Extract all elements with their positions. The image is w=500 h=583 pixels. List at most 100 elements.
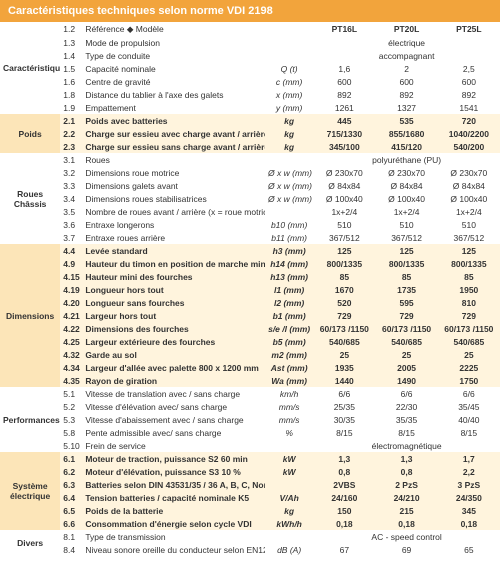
col-header: PT16L bbox=[313, 22, 375, 36]
section-label: Caractéristiques bbox=[0, 22, 60, 114]
row-value: Ø 100x40 bbox=[313, 192, 375, 205]
table-row: RouesChâssis3.1Rouespolyuréthane (PU) bbox=[0, 153, 500, 166]
row-number: 5.10 bbox=[60, 439, 82, 452]
row-symbol: Q (t) bbox=[265, 62, 313, 75]
row-symbol bbox=[265, 22, 313, 36]
row-label: Dimensions roue motrice bbox=[82, 166, 265, 179]
row-value: 65 bbox=[438, 543, 500, 556]
row-value: 1,3 bbox=[313, 452, 375, 465]
row-value: 367/512 bbox=[438, 231, 500, 244]
row-symbol: b11 (mm) bbox=[265, 231, 313, 244]
row-number: 6.2 bbox=[60, 465, 82, 478]
row-symbol: kg bbox=[265, 504, 313, 517]
row-value: 729 bbox=[375, 309, 437, 322]
row-value: Ø 230x70 bbox=[438, 166, 500, 179]
table-row: 1.8Distance du tablier à l'axe des galet… bbox=[0, 88, 500, 101]
row-label: Rayon de giration bbox=[82, 374, 265, 387]
row-value: 6/6 bbox=[438, 387, 500, 400]
row-label: Longueur sans fourches bbox=[82, 296, 265, 309]
row-value: 125 bbox=[438, 244, 500, 257]
row-value: 40/40 bbox=[438, 413, 500, 426]
table-row: 1.5Capacité nominaleQ (t)1,622,5 bbox=[0, 62, 500, 75]
row-number: 4.9 bbox=[60, 257, 82, 270]
table-row: 1.3Mode de propulsionélectrique bbox=[0, 36, 500, 49]
row-value: 600 bbox=[375, 75, 437, 88]
row-symbol: h3 (mm) bbox=[265, 244, 313, 257]
row-number: 3.4 bbox=[60, 192, 82, 205]
row-label: Entraxe longerons bbox=[82, 218, 265, 231]
row-value: 1,6 bbox=[313, 62, 375, 75]
table-row: 4.15Hauteur mini des fourchesh13 (mm)858… bbox=[0, 270, 500, 283]
row-value: 540/685 bbox=[375, 335, 437, 348]
row-value: 1541 bbox=[438, 101, 500, 114]
row-value: 2,2 bbox=[438, 465, 500, 478]
row-number: 1.3 bbox=[60, 36, 82, 49]
row-symbol: kWh/h bbox=[265, 517, 313, 530]
row-value: 2 bbox=[375, 62, 437, 75]
table-row: 6.5Poids de la batteriekg150215345 bbox=[0, 504, 500, 517]
row-number: 5.8 bbox=[60, 426, 82, 439]
row-value: 1040/2200 bbox=[438, 127, 500, 140]
row-label: Garde au sol bbox=[82, 348, 265, 361]
row-value: 1750 bbox=[438, 374, 500, 387]
table-row: 4.32Garde au solm2 (mm)252525 bbox=[0, 348, 500, 361]
row-symbol: kg bbox=[265, 127, 313, 140]
table-row: 4.9Hauteur du timon en position de march… bbox=[0, 257, 500, 270]
row-number: 1.9 bbox=[60, 101, 82, 114]
row-label: Tension batteries / capacité nominale K5 bbox=[82, 491, 265, 504]
row-symbol: h13 (mm) bbox=[265, 270, 313, 283]
row-value: 25 bbox=[438, 348, 500, 361]
row-label: Largeur extérieure des fourches bbox=[82, 335, 265, 348]
row-label: Dimensions des fourches bbox=[82, 322, 265, 335]
row-symbol: m2 (mm) bbox=[265, 348, 313, 361]
row-value: 0,18 bbox=[438, 517, 500, 530]
row-value: 510 bbox=[313, 218, 375, 231]
row-value: 1x+2/4 bbox=[438, 205, 500, 218]
row-label: Dimensions galets avant bbox=[82, 179, 265, 192]
row-value: 6/6 bbox=[313, 387, 375, 400]
row-value: 892 bbox=[438, 88, 500, 101]
table-row: 8.4Niveau sonore oreille du conducteur s… bbox=[0, 543, 500, 556]
table-row: 5.10Frein de serviceélectromagnétique bbox=[0, 439, 500, 452]
row-symbol: mm/s bbox=[265, 413, 313, 426]
row-symbol: Wa (mm) bbox=[265, 374, 313, 387]
row-symbol bbox=[265, 49, 313, 62]
row-symbol bbox=[265, 530, 313, 543]
table-row: 6.6Consommation d'énergie selon cycle VD… bbox=[0, 517, 500, 530]
section-label: Systèmeélectrique bbox=[0, 452, 60, 530]
row-value: accompagnant bbox=[313, 49, 500, 62]
row-value: 535 bbox=[375, 114, 437, 127]
row-value: 8/15 bbox=[438, 426, 500, 439]
table-row: 1.9Empattementy (mm)126113271541 bbox=[0, 101, 500, 114]
row-value: 150 bbox=[313, 504, 375, 517]
row-number: 5.3 bbox=[60, 413, 82, 426]
row-label: Centre de gravité bbox=[82, 75, 265, 88]
table-title: Caractéristiques techniques selon norme … bbox=[0, 0, 500, 22]
row-value: 1x+2/4 bbox=[375, 205, 437, 218]
table-row: Caractéristiques1.2Référence ◆ ModèlePT1… bbox=[0, 22, 500, 36]
row-number: 4.34 bbox=[60, 361, 82, 374]
row-symbol: kW bbox=[265, 452, 313, 465]
table-row: 3.7Entraxe roues arrièreb11 (mm)367/5123… bbox=[0, 231, 500, 244]
row-value: 6/6 bbox=[375, 387, 437, 400]
row-number: 5.2 bbox=[60, 400, 82, 413]
row-symbol: l2 (mm) bbox=[265, 296, 313, 309]
row-label: Distance du tablier à l'axe des galets bbox=[82, 88, 265, 101]
row-number: 3.6 bbox=[60, 218, 82, 231]
row-value: 125 bbox=[313, 244, 375, 257]
row-value: Ø 84x84 bbox=[375, 179, 437, 192]
row-label: Charge sur essieu sans charge avant / ar… bbox=[82, 140, 265, 153]
row-value: 2 PzS bbox=[375, 478, 437, 491]
row-value: 800/1335 bbox=[375, 257, 437, 270]
col-header: PT20L bbox=[375, 22, 437, 36]
row-number: 4.35 bbox=[60, 374, 82, 387]
row-value: 24/210 bbox=[375, 491, 437, 504]
row-value: 8/15 bbox=[375, 426, 437, 439]
row-symbol: c (mm) bbox=[265, 75, 313, 88]
row-value: 0,8 bbox=[375, 465, 437, 478]
row-value: 30/35 bbox=[313, 413, 375, 426]
row-number: 4.21 bbox=[60, 309, 82, 322]
row-symbol: y (mm) bbox=[265, 101, 313, 114]
row-value: 0,18 bbox=[375, 517, 437, 530]
row-value: 125 bbox=[375, 244, 437, 257]
